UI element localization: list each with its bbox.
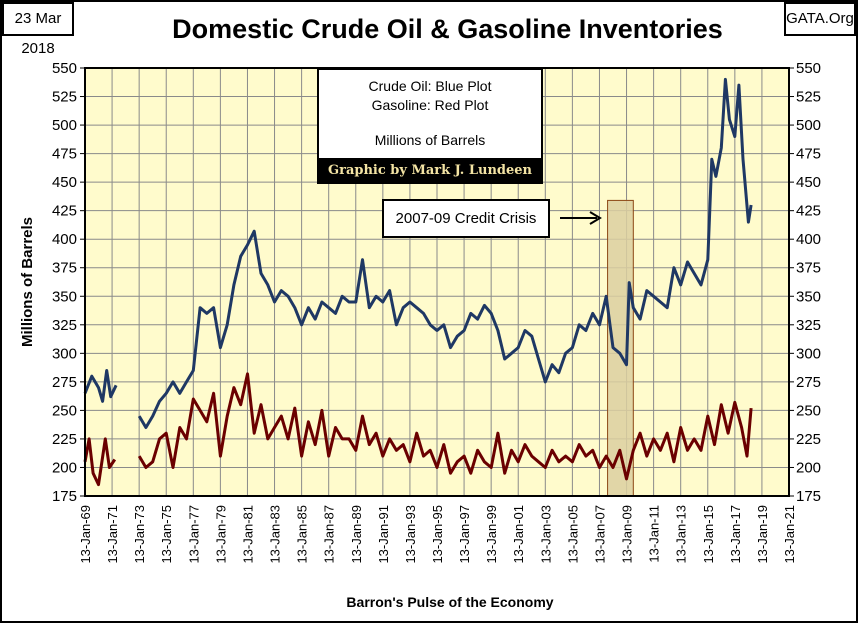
crude-oil-line — [83, 369, 118, 403]
crude-oil-line — [137, 77, 753, 429]
x-tick-label: 13-Jan-91 — [376, 505, 391, 564]
x-tick-label: 13-Jan-77 — [186, 505, 201, 564]
x-tick-label: 13-Jan-83 — [268, 505, 283, 564]
x-tick-label: 13-Jan-87 — [322, 505, 337, 564]
x-tick-label: 13-Jan-11 — [647, 505, 662, 563]
x-tick-label: 13-Jan-89 — [349, 505, 364, 564]
y-tick-left: 275 — [52, 374, 77, 391]
legend-crude: Crude Oil: Blue Plot — [368, 78, 492, 94]
x-tick-label: 13-Jan-79 — [213, 505, 228, 564]
x-tick-label: 13-Jan-09 — [620, 505, 635, 564]
x-tick-label: 13-Jan-19 — [755, 505, 770, 564]
x-tick-label: 13-Jan-69 — [78, 505, 93, 564]
site-label: GATA.Org — [784, 2, 856, 36]
y-tick-left: 325 — [52, 317, 77, 334]
y-tick-right: 500 — [796, 117, 821, 134]
y-tick-right: 425 — [796, 203, 821, 220]
y-tick-left: 175 — [52, 488, 77, 505]
y-tick-left: 400 — [52, 231, 77, 248]
y-tick-right: 525 — [796, 89, 821, 106]
legend-box: Crude Oil: Blue Plot Gasoline: Red Plot … — [317, 68, 543, 160]
x-tick-label: 13-Jan-21 — [782, 505, 797, 564]
x-tick-label: 13-Jan-75 — [159, 505, 174, 564]
arrow-head-icon — [589, 211, 602, 225]
y-tick-right: 400 — [796, 231, 821, 248]
y-tick-right: 225 — [796, 431, 821, 448]
y-tick-right: 200 — [796, 459, 821, 476]
y-tick-right: 275 — [796, 374, 821, 391]
x-tick-label: 13-Jan-85 — [295, 505, 310, 564]
x-tick-label: 13-Jan-95 — [430, 505, 445, 564]
x-tick-label: 13-Jan-99 — [484, 505, 499, 564]
y-axis-title: Millions of Barrels — [19, 217, 36, 347]
legend-units: Millions of Barrels — [374, 132, 486, 148]
y-tick-right: 450 — [796, 174, 821, 191]
y-tick-left: 500 — [52, 117, 77, 134]
gasoline-line — [137, 372, 753, 481]
x-tick-label: 13-Jan-73 — [132, 505, 147, 564]
y-tick-left: 525 — [52, 89, 77, 106]
date-label: 23 Mar 2018 — [2, 2, 74, 57]
legend-gasoline: Gasoline: Red Plot — [371, 97, 489, 113]
y-tick-left: 550 — [52, 60, 77, 77]
x-axis-title: Barron's Pulse of the Economy — [346, 594, 554, 610]
y-tick-right: 250 — [796, 402, 821, 419]
y-tick-left: 250 — [52, 402, 77, 419]
y-tick-right: 325 — [796, 317, 821, 334]
y-tick-left: 375 — [52, 260, 77, 277]
y-tick-left: 475 — [52, 146, 77, 163]
x-tick-label: 13-Jan-07 — [592, 505, 607, 564]
x-tick-label: 13-Jan-17 — [728, 505, 743, 564]
y-tick-right: 300 — [796, 345, 821, 362]
credit-label: Graphic by Mark J. Lundeen — [317, 158, 543, 184]
x-tick-label: 13-Jan-81 — [240, 505, 255, 564]
x-tick-label: 13-Jan-03 — [538, 505, 553, 564]
y-tick-right: 475 — [796, 146, 821, 163]
x-tick-label: 13-Jan-13 — [674, 505, 689, 564]
y-tick-left: 225 — [52, 431, 77, 448]
credit-crisis-annotation: 2007-09 Credit Crisis — [382, 199, 550, 238]
x-tick-label: 13-Jan-05 — [565, 505, 580, 564]
x-tick-label: 13-Jan-01 — [511, 505, 526, 564]
y-tick-right: 375 — [796, 260, 821, 277]
chart-title: Domestic Crude Oil & Gasoline Inventorie… — [172, 14, 723, 44]
x-tick-label: 13-Jan-97 — [457, 505, 472, 564]
y-tick-left: 350 — [52, 288, 77, 305]
x-tick-label: 13-Jan-15 — [701, 505, 716, 564]
y-tick-left: 300 — [52, 345, 77, 362]
y-tick-left: 425 — [52, 203, 77, 220]
y-tick-right: 175 — [796, 488, 821, 505]
y-tick-left: 200 — [52, 459, 77, 476]
x-tick-label: 13-Jan-71 — [105, 505, 120, 564]
y-tick-right: 350 — [796, 288, 821, 305]
x-tick-label: 13-Jan-93 — [403, 505, 418, 564]
gasoline-line — [83, 437, 117, 487]
y-tick-left: 450 — [52, 174, 77, 191]
y-tick-right: 550 — [796, 60, 821, 77]
